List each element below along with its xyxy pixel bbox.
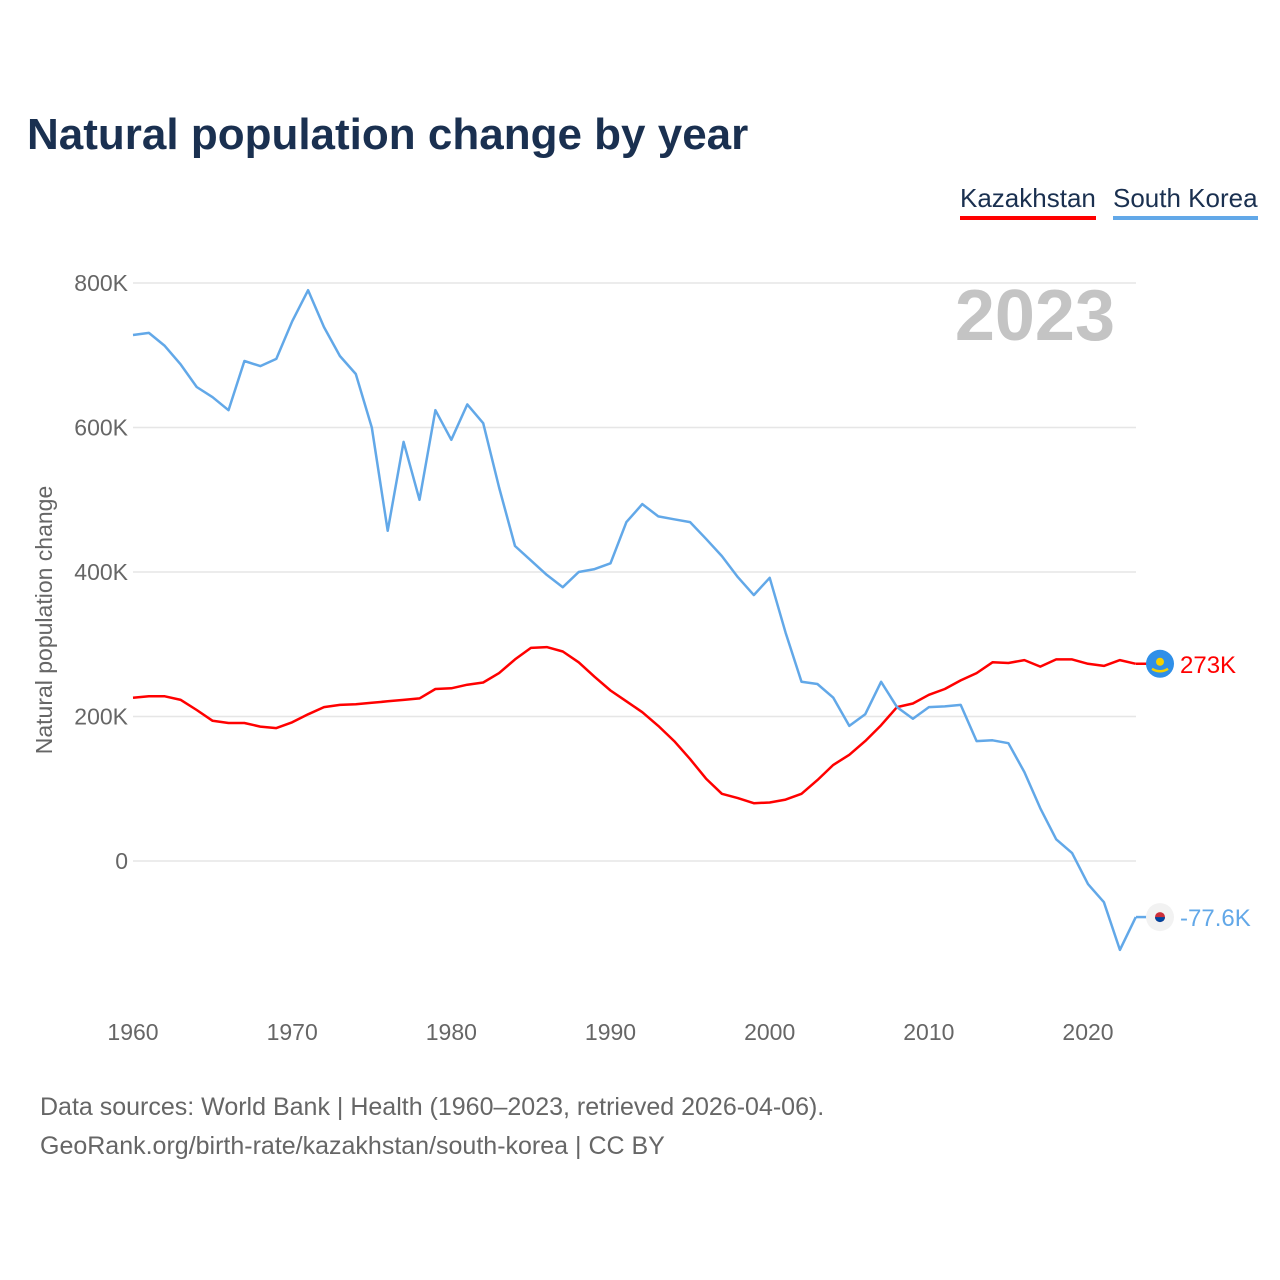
y-axis-label: Natural population change [31,486,57,755]
source-line-2[interactable]: GeoRank.org/birth-rate/kazakhstan/south-… [40,1132,665,1160]
end-value-label: 273K [1180,652,1236,679]
legend-south-korea[interactable]: South Korea [1113,183,1258,220]
chart-title: Natural population change by year [27,110,749,159]
y-tick-label: 600K [74,415,128,441]
x-tick-label: 1990 [585,1019,636,1045]
source-line-1: Data sources: World Bank | Health (1960–… [40,1093,825,1121]
source-note: Data sources: World Bank | Health (1960–… [40,1088,824,1166]
y-tick-label: 0 [115,848,128,874]
flag-taeguk-blue [1155,917,1165,923]
x-tick-label: 1960 [107,1019,158,1045]
x-tick-label: 2010 [903,1019,954,1045]
end-value-label: -77.6K [1180,905,1251,932]
y-tick-label: 400K [74,559,128,585]
y-tick-label: 800K [74,270,128,296]
year-watermark: 2023 [955,276,1115,356]
y-tick-label: 200K [74,704,128,730]
x-tick-label: 2000 [744,1019,795,1045]
legend-kazakhstan[interactable]: Kazakhstan [960,183,1096,220]
flag-eagle [1151,667,1169,673]
x-tick-label: 1980 [426,1019,477,1045]
x-tick-label: 2020 [1062,1019,1113,1045]
series-line-south-korea [132,288,1137,952]
flag-sun [1156,657,1164,666]
series-line-kazakhstan [132,645,1137,805]
x-tick-label: 1970 [267,1019,318,1045]
